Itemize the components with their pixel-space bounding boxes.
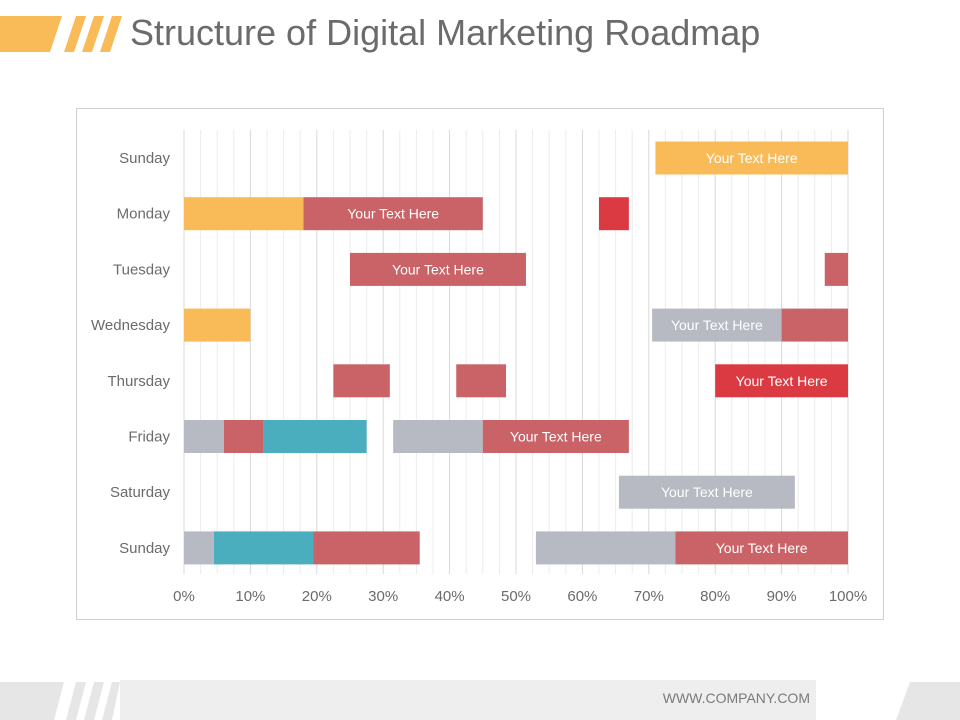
bar-label: Your Text Here [736, 373, 828, 389]
bar-segment [618, 475, 795, 509]
bar-segment [655, 141, 848, 175]
header-stripe-1 [64, 16, 86, 52]
category-label: Friday [128, 429, 170, 446]
header-stripe-3 [100, 16, 122, 52]
x-tick-label: 50% [501, 588, 531, 605]
footer-decoration [0, 682, 120, 720]
bar-segment [482, 420, 629, 453]
bar-segment [393, 420, 483, 453]
x-tick-label: 60% [567, 588, 597, 605]
category-label: Thursday [107, 373, 170, 390]
bar-segment [824, 252, 848, 286]
footer-stripe-3 [102, 682, 120, 720]
footer-stripe-2 [84, 682, 104, 720]
bar-label: Your Text Here [347, 206, 439, 222]
footer-url: WWW.COMPANY.COM [662, 690, 810, 706]
footer-right-bar [896, 682, 960, 720]
category-label: Monday [117, 206, 171, 223]
x-tick-label: 90% [767, 588, 797, 605]
bar-segment [313, 531, 420, 565]
bar-segment [715, 364, 848, 398]
bar-label: Your Text Here [671, 317, 763, 333]
bar-label: Your Text Here [392, 261, 484, 277]
bar-segment [333, 364, 390, 398]
x-tick-label: 30% [368, 588, 398, 605]
footer-right-decoration [896, 682, 960, 720]
bar-label: Your Text Here [706, 150, 798, 166]
bar-segment [535, 531, 676, 565]
category-label: Sunday [119, 150, 170, 167]
footer-stripe-1 [66, 682, 86, 720]
x-tick-label: 20% [302, 588, 332, 605]
bar-label: Your Text Here [716, 540, 808, 556]
x-tick-label: 0% [173, 588, 195, 605]
x-tick-label: 80% [700, 588, 730, 605]
bar-segment [599, 197, 629, 231]
x-tick-label: 70% [634, 588, 664, 605]
x-tick-label: 10% [235, 588, 265, 605]
bar-segment [263, 420, 367, 453]
bar-segment [184, 197, 304, 231]
bar-segment [184, 420, 224, 453]
bar-segment [184, 308, 251, 342]
bar-segment [675, 531, 848, 565]
bar-segment [184, 531, 214, 565]
bar-segment [350, 252, 526, 286]
page-title: Structure of Digital Marketing Roadmap [130, 12, 761, 53]
bar-segment [223, 420, 264, 453]
bar-segment [213, 531, 314, 565]
footer-bar [120, 680, 816, 720]
category-label: Sunday [119, 540, 170, 557]
header-decoration [0, 16, 122, 52]
header-stripe-2 [82, 16, 104, 52]
bar-segment [652, 308, 782, 342]
bar-segment [303, 197, 483, 231]
x-tick-label: 100% [829, 588, 867, 605]
header-accent-bar [0, 16, 62, 52]
bar-segment [456, 364, 507, 398]
chart-frame [76, 108, 884, 620]
footer-accent-bar [0, 682, 64, 720]
bar-label: Your Text Here [661, 484, 753, 500]
category-label: Wednesday [91, 317, 170, 334]
category-label: Saturday [110, 484, 171, 501]
category-label: Tuesday [113, 261, 170, 278]
x-tick-label: 40% [435, 588, 465, 605]
bar-label: Your Text Here [510, 429, 602, 445]
bar-segment [781, 308, 848, 342]
